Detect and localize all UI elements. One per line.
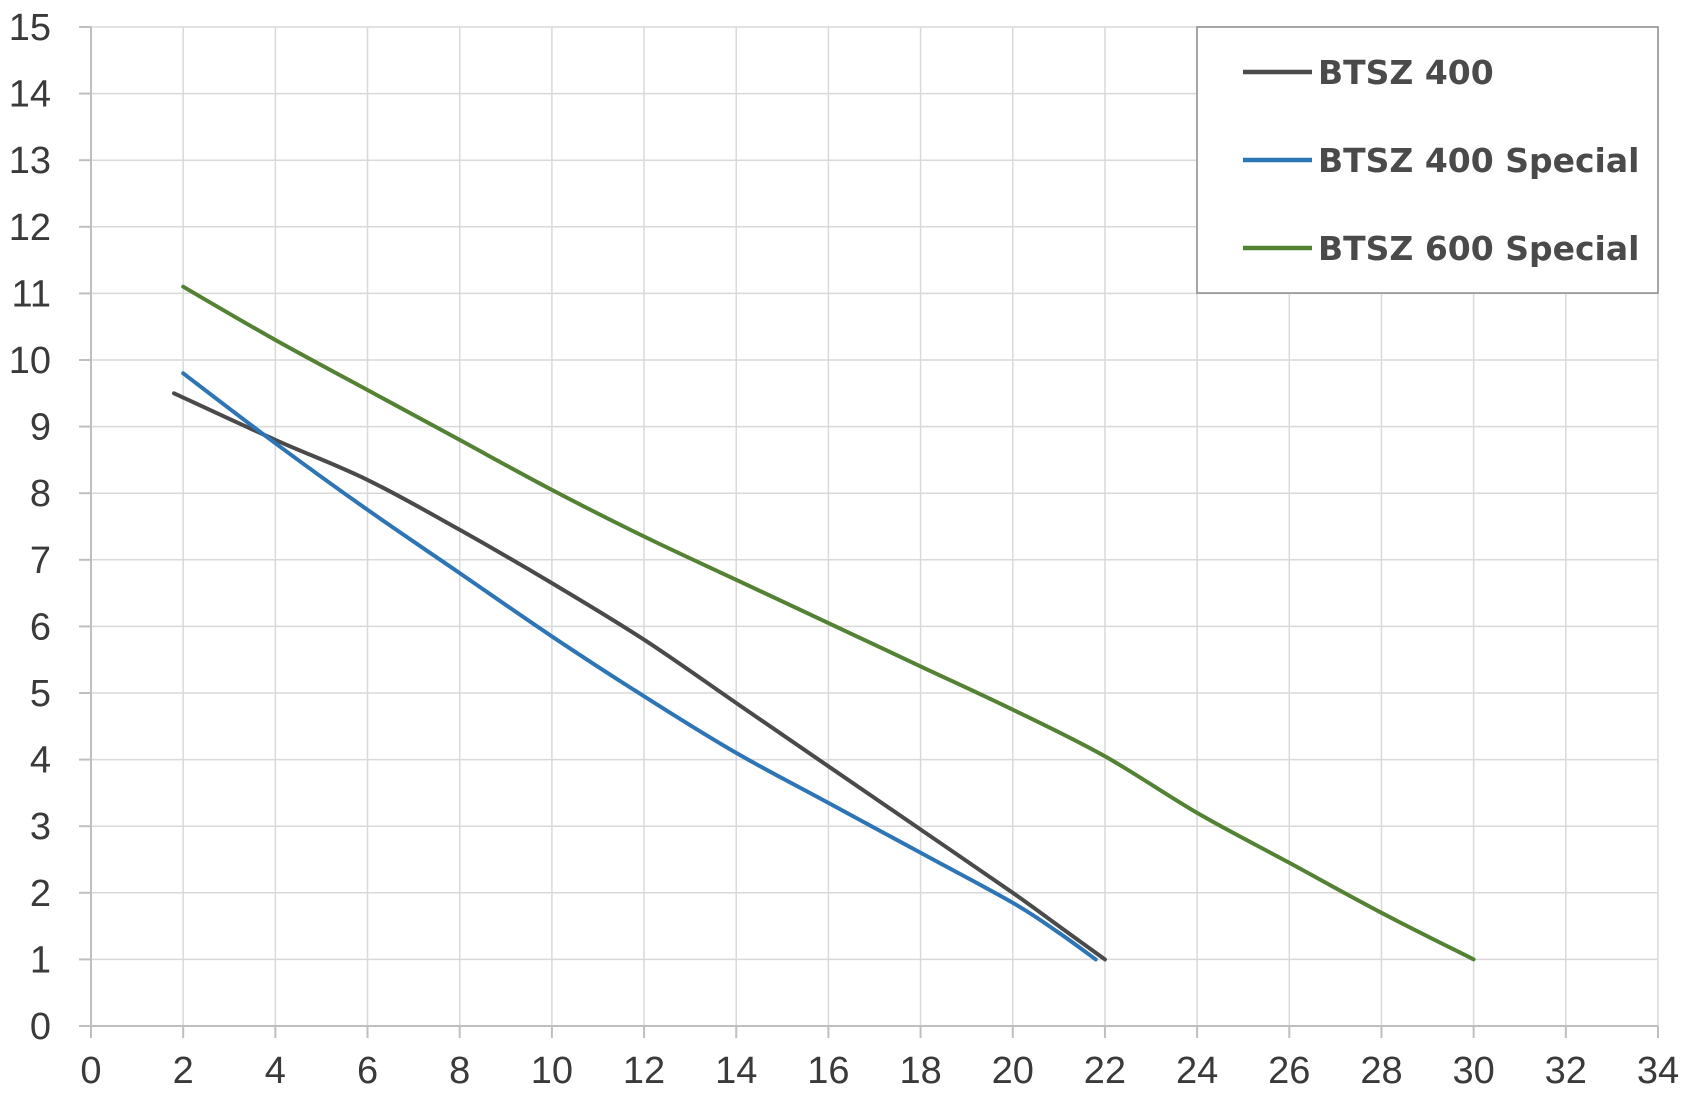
- x-tick-label: 32: [1545, 1050, 1587, 1092]
- y-tick-label: 7: [30, 540, 51, 582]
- y-tick-label: 13: [9, 140, 51, 182]
- y-tick-label: 0: [30, 1006, 51, 1048]
- y-tick-label: 9: [30, 407, 51, 449]
- x-tick-label: 26: [1268, 1050, 1310, 1092]
- y-tick-label: 6: [30, 606, 51, 648]
- y-tick-label: 5: [30, 673, 51, 715]
- axes: 0 2 4 6 8 10 12 14 16 18 20 22 24 26 28 30 32 34012345678…: [9, 7, 1679, 1092]
- y-tick-label: 12: [9, 207, 51, 249]
- y-tick-label: 10: [9, 340, 51, 382]
- x-tick-label: 8: [449, 1050, 470, 1092]
- x-tick-label: 16: [807, 1050, 849, 1092]
- y-tick-label: 8: [30, 473, 51, 515]
- x-tick-label: 12: [623, 1050, 665, 1092]
- y-tick-label: 15: [9, 7, 51, 49]
- legend-label-btsz-400: BTSZ 400: [1318, 53, 1494, 92]
- x-tick-label: 4: [265, 1050, 286, 1092]
- series-lines: [172, 284, 1476, 962]
- x-tick-label: 28: [1360, 1050, 1402, 1092]
- x-tick-label: 18: [899, 1050, 941, 1092]
- legend-label-btsz-400-special: BTSZ 400 Special: [1318, 141, 1639, 180]
- legend: BTSZ 400 BTSZ 400 Special BTSZ 600 Special: [1196, 26, 1659, 294]
- x-tick-label: 14: [715, 1050, 757, 1092]
- x-tick-label: 34: [1637, 1050, 1679, 1092]
- series-line-btsz-400: [172, 391, 1107, 962]
- series-line-btsz-600-special: [181, 284, 1476, 962]
- y-tick-label: 11: [12, 273, 51, 315]
- x-tick-label: 24: [1176, 1050, 1218, 1092]
- series-line-btsz-400-special: [181, 371, 1098, 962]
- y-tick-label: 3: [30, 806, 51, 848]
- y-tick-label: 14: [9, 74, 51, 116]
- x-tick-label: 22: [1084, 1050, 1126, 1092]
- x-tick-label: 0: [80, 1050, 101, 1092]
- x-tick-label: 6: [357, 1050, 378, 1092]
- y-tick-label: 4: [30, 740, 51, 782]
- x-tick-label: 2: [173, 1050, 194, 1092]
- y-tick-label: 1: [30, 939, 51, 981]
- x-tick-label: 10: [531, 1050, 573, 1092]
- x-tick-label: 30: [1453, 1050, 1495, 1092]
- y-tick-label: 2: [30, 873, 51, 915]
- x-tick-label: 20: [992, 1050, 1034, 1092]
- legend-label-btsz-600-special: BTSZ 600 Special: [1318, 229, 1639, 268]
